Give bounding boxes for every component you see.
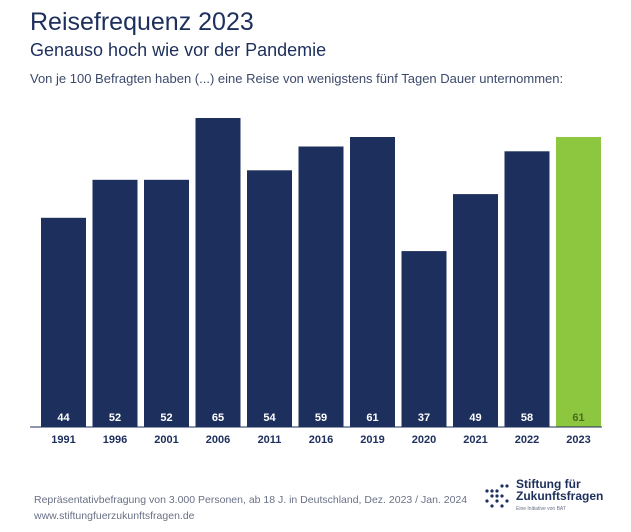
bar-2019 <box>350 137 395 427</box>
bar-value-label-2021: 49 <box>469 412 481 424</box>
bar-value-label-2022: 58 <box>521 412 533 424</box>
bar-value-label-2016: 59 <box>315 412 327 424</box>
logo-dots-icon <box>485 483 509 508</box>
bar-value-label-2011: 54 <box>263 412 276 424</box>
x-tick-label-2006: 2006 <box>206 434 230 446</box>
bar-chart: 44 52 52 65 54 59 61 37 49 58 61 1991 1996 2001 2006 2… <box>30 118 602 446</box>
bar-value-label-2006: 65 <box>212 412 224 424</box>
x-tick-label-1996: 1996 <box>103 434 127 446</box>
x-tick-label-2020: 2020 <box>412 434 436 446</box>
x-tick-label-2016: 2016 <box>309 434 333 446</box>
bar-value-label-2019: 61 <box>366 412 378 424</box>
x-tick-label-2001: 2001 <box>154 434 178 446</box>
x-tick-label-2011: 2011 <box>258 434 282 446</box>
bar-value-label-1996: 52 <box>109 412 121 424</box>
logo-line2: Zukunftsfragen <box>516 489 604 503</box>
bar-2016 <box>298 146 344 427</box>
bar-2020 <box>401 251 447 427</box>
bar-2023 <box>556 137 601 427</box>
bar-2021 <box>453 194 498 427</box>
bar-2001 <box>144 179 189 427</box>
bar-1991 <box>41 217 86 427</box>
footer-url[interactable]: www.stiftungfuerzukunftsfragen.de <box>34 510 195 522</box>
bar-1996 <box>92 179 138 427</box>
logo-text: Stiftung für Zukunftsfragen Eine Initiat… <box>516 478 603 515</box>
footer-source: Repräsentativbefragung von 3.000 Persone… <box>34 494 468 506</box>
logo-line1: Stiftung für <box>516 477 581 491</box>
bar-2011 <box>247 170 292 428</box>
x-tick-label-2022: 2022 <box>515 434 539 446</box>
x-tick-label-2019: 2019 <box>360 434 384 446</box>
x-tick-label-1991: 1991 <box>51 434 75 446</box>
x-tick-label-2021: 2021 <box>463 434 487 446</box>
bar-value-label-1991: 44 <box>57 412 70 424</box>
chart-note: Von je 100 Befragten haben (...) eine Re… <box>30 71 564 86</box>
logo: Stiftung für Zukunftsfragen Eine Initiat… <box>484 478 603 515</box>
chart-subtitle: Genauso hoch wie vor der Pandemie <box>30 40 327 60</box>
bar-2006 <box>195 118 241 427</box>
x-tick-label-2023: 2023 <box>566 434 590 446</box>
bar-value-label-2001: 52 <box>160 412 172 424</box>
chart-title: Reisefrequenz 2023 <box>30 8 254 36</box>
bar-2022 <box>504 151 550 428</box>
bar-value-label-2023: 61 <box>572 412 584 424</box>
bars-group: 44 52 52 65 54 59 61 37 49 58 61 <box>41 118 601 428</box>
x-tick-labels-group: 1991 1996 2001 2006 2011 2016 2019 2020 2021 2022… <box>51 434 590 446</box>
bar-value-label-2020: 37 <box>418 412 430 424</box>
logo-tagline: Eine Initiative von BAT <box>516 506 566 512</box>
